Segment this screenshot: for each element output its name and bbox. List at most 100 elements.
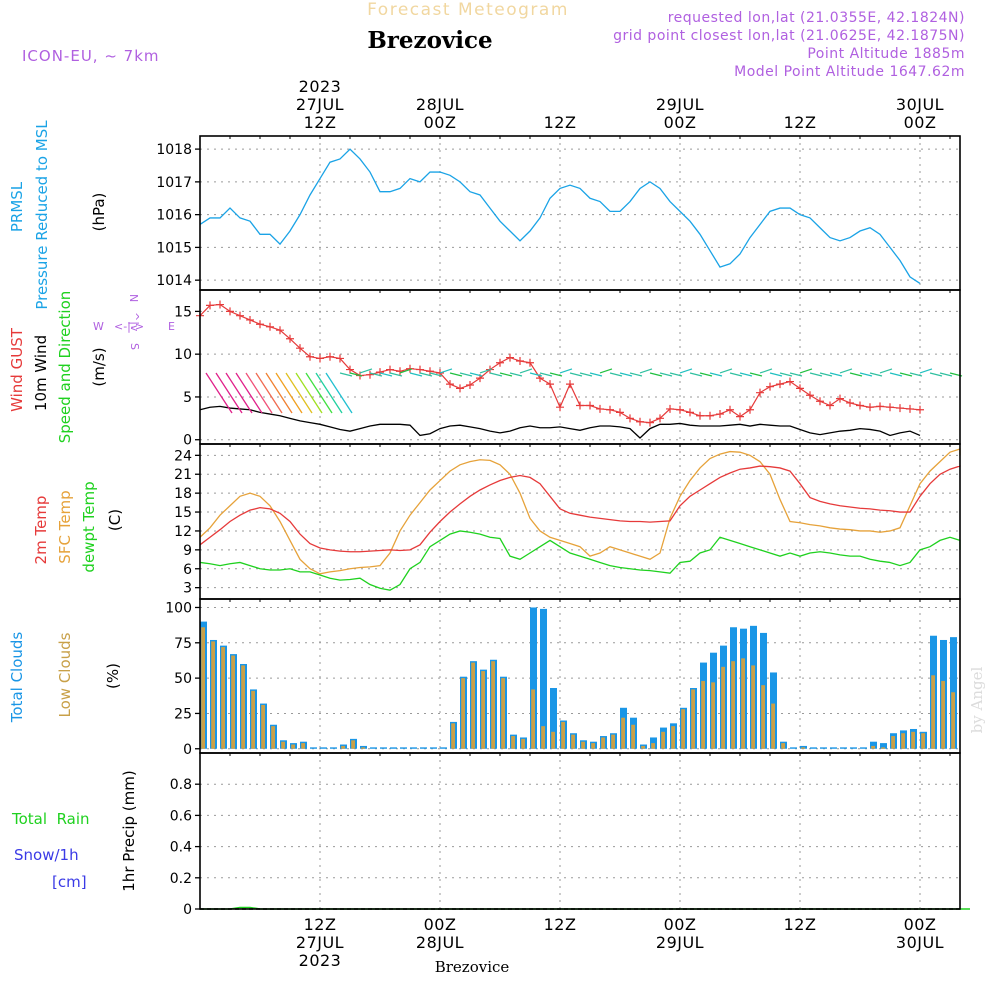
gust-marker bbox=[886, 403, 894, 412]
y-tick-label: 1018 bbox=[156, 142, 192, 158]
low-cloud-bar bbox=[261, 704, 265, 749]
top-axis-label: 12Z bbox=[784, 113, 817, 132]
y-tick-label: 1017 bbox=[156, 175, 192, 191]
bottom-axis-label: 12Z bbox=[544, 915, 577, 934]
gust-marker bbox=[306, 352, 314, 361]
low-cloud-bar bbox=[511, 736, 515, 749]
footer-station: Brezovice bbox=[435, 958, 510, 976]
wind-arrow bbox=[469, 372, 483, 377]
low-cloud-bar bbox=[751, 665, 755, 749]
y-tick-label: 25 bbox=[174, 706, 192, 722]
wind-arrow bbox=[729, 372, 743, 377]
gust-marker bbox=[266, 322, 274, 331]
low-cloud-bar bbox=[291, 744, 295, 749]
wind-arrow bbox=[539, 372, 553, 377]
requested-coords: requested lon,lat (21.0355E, 42.1824N) bbox=[668, 10, 965, 26]
gust-marker bbox=[386, 365, 394, 374]
bottom-axis-label: 12Z bbox=[784, 915, 817, 934]
wind-arrow bbox=[489, 372, 503, 377]
wind-arrow bbox=[789, 372, 803, 377]
wind-arrow bbox=[255, 372, 283, 414]
gust-marker bbox=[776, 380, 784, 389]
wind-arrow bbox=[215, 372, 243, 414]
label-total-rain: Total Rain bbox=[11, 810, 90, 828]
label-precip-mm: 1hr Precip (mm) bbox=[120, 770, 138, 891]
label-low-clouds: Low Clouds bbox=[56, 632, 74, 717]
low-cloud-bar bbox=[451, 723, 455, 749]
label-percent: (%) bbox=[104, 663, 122, 689]
top-axis-label: 00Z bbox=[664, 113, 697, 132]
gust-marker bbox=[396, 367, 404, 376]
gust-marker bbox=[866, 403, 874, 412]
panel-frame bbox=[199, 443, 961, 600]
gust-marker bbox=[246, 315, 254, 324]
wind-arrow bbox=[639, 368, 653, 374]
y-tick-label: 0.4 bbox=[170, 840, 192, 856]
low-cloud-bar bbox=[281, 741, 285, 749]
gust-marker bbox=[906, 404, 914, 413]
wind-arrow bbox=[609, 372, 623, 377]
low-cloud-bar bbox=[941, 680, 945, 749]
wind-arrow bbox=[809, 372, 823, 377]
y-tick-label: 0 bbox=[183, 902, 192, 918]
low-cloud-bar bbox=[771, 703, 775, 749]
gust-marker bbox=[506, 353, 514, 362]
gust-marker bbox=[626, 414, 634, 423]
wind-arrow bbox=[879, 368, 893, 374]
gust-marker bbox=[416, 365, 424, 374]
model-label: ICON-EU, ~ 7km bbox=[22, 47, 160, 65]
low-cloud-bar bbox=[571, 734, 575, 749]
low-cloud-bar bbox=[951, 692, 955, 749]
gust-marker bbox=[216, 300, 224, 309]
wind-arrow bbox=[659, 372, 673, 377]
label-snow: Snow/1h bbox=[14, 846, 79, 864]
panel-frame bbox=[199, 598, 961, 754]
model-altitude: Model Point Altitude 1647.62m bbox=[734, 64, 965, 80]
low-cloud-bar bbox=[241, 665, 245, 749]
low-cloud-bar bbox=[681, 709, 685, 749]
y-tick-label: 9 bbox=[183, 543, 192, 559]
wind-arrow bbox=[739, 372, 753, 377]
wind-arrow bbox=[459, 372, 473, 377]
wind-arrow bbox=[359, 368, 373, 374]
low-cloud-bar bbox=[481, 671, 485, 749]
wind-arrow bbox=[699, 372, 713, 377]
wind-arrow bbox=[869, 372, 883, 377]
low-cloud-bar bbox=[671, 726, 675, 749]
total-cloud-bar bbox=[310, 747, 317, 749]
gust-marker bbox=[806, 391, 814, 400]
total-cloud-bar bbox=[430, 747, 437, 749]
gust-marker bbox=[376, 368, 384, 377]
low-cloud-bar bbox=[731, 661, 735, 749]
total-cloud-bar bbox=[330, 747, 337, 749]
pressure-panel: 1014 1015 1016 1017 1018 bbox=[156, 135, 961, 291]
total-cloud-bar bbox=[440, 747, 447, 749]
low-cloud-bar bbox=[761, 685, 765, 749]
label-celsius: (C) bbox=[106, 509, 124, 531]
low-cloud-bar bbox=[551, 731, 555, 749]
total-cloud-bar bbox=[380, 747, 387, 749]
gust-marker bbox=[576, 401, 584, 410]
gust-marker bbox=[586, 401, 594, 410]
low-cloud-bar bbox=[501, 678, 505, 749]
wind-arrow bbox=[709, 372, 723, 377]
y-tick-label: 1015 bbox=[156, 240, 192, 256]
wind-panel: 0 5 10 15 bbox=[174, 289, 963, 449]
low-cloud-bar bbox=[741, 658, 745, 749]
total-cloud-bar bbox=[410, 747, 417, 749]
label-2m-temp: 2m Temp bbox=[32, 496, 50, 565]
wind-arrow bbox=[889, 372, 903, 377]
y-tick-label: 1014 bbox=[156, 273, 192, 289]
total-cloud-bar bbox=[840, 747, 847, 749]
temperature-panel: 3 6 9 12 15 18 21 24 bbox=[174, 443, 961, 600]
gust-marker bbox=[366, 370, 374, 379]
gust-marker bbox=[256, 320, 264, 329]
low-cloud-bar bbox=[611, 734, 615, 749]
total-cloud-bar bbox=[370, 747, 377, 749]
y-tick-label: 50 bbox=[174, 671, 192, 687]
total-cloud-bar bbox=[540, 608, 547, 749]
temp-2m-line bbox=[199, 465, 961, 553]
wind-arrow bbox=[779, 372, 793, 377]
low-cloud-bar bbox=[301, 743, 305, 749]
bottom-axis-label: 29JUL bbox=[656, 933, 704, 952]
